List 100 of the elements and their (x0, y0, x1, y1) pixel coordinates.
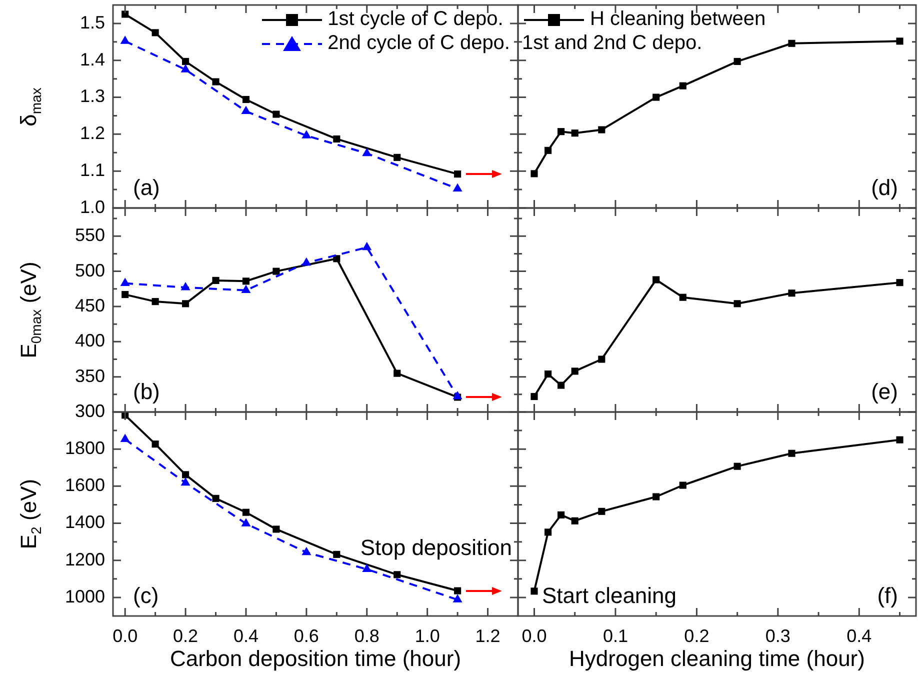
y-tick-label: 1000 (64, 586, 105, 606)
point (272, 526, 280, 533)
point (120, 36, 130, 44)
point (272, 268, 280, 275)
x-tick-label: 0.1 (602, 626, 628, 646)
annotation: (a) (133, 175, 160, 200)
point (241, 518, 251, 526)
point (152, 440, 159, 448)
point (182, 471, 190, 478)
point (679, 82, 686, 90)
point (571, 130, 578, 137)
point (394, 571, 401, 578)
y-tick-label: 400 (74, 330, 105, 351)
y-tick-label: 1.5 (80, 12, 105, 32)
point (571, 368, 578, 375)
point (452, 391, 462, 400)
point (182, 58, 190, 66)
point (530, 588, 538, 595)
point (544, 370, 552, 378)
x-tick-label: 0.3 (765, 626, 790, 646)
point (362, 242, 372, 250)
annotation: Start cleaning (542, 583, 677, 608)
point (896, 436, 904, 444)
point (122, 10, 129, 18)
point (454, 170, 462, 178)
point (788, 290, 796, 297)
x-tick-label: 1.2 (475, 626, 500, 646)
point (180, 282, 190, 290)
point (212, 276, 220, 284)
x-tick-label: 1.0 (414, 626, 440, 646)
point (734, 58, 741, 66)
point (122, 290, 129, 298)
point (152, 298, 159, 306)
point (241, 284, 251, 294)
point (788, 450, 796, 457)
point (558, 128, 565, 136)
point (896, 279, 904, 286)
point (734, 462, 741, 470)
point (180, 64, 190, 72)
annotation: (e) (871, 379, 898, 404)
y-tick-label: 500 (74, 260, 105, 280)
point (896, 38, 904, 45)
point (679, 294, 686, 301)
point (362, 564, 372, 572)
annotation: (f) (877, 583, 898, 608)
x-tick-label: 0.8 (354, 626, 380, 646)
legend-label: H cleaning between 1st and 2nd C depo. (522, 8, 766, 54)
point (182, 300, 190, 308)
point (394, 154, 401, 161)
annotation: (c) (133, 583, 159, 608)
x-tick-label: 0.0 (522, 626, 547, 646)
annotation: (b) (133, 379, 160, 404)
x-tick-label: 0.4 (846, 626, 872, 646)
legend-label: 2nd cycle of C depo. (328, 32, 510, 54)
y-tick-label: 1.4 (80, 49, 105, 70)
point (530, 392, 538, 400)
point (734, 300, 741, 308)
point (302, 130, 312, 138)
point (530, 170, 538, 178)
x-tick-label: 0.2 (173, 626, 198, 646)
point (558, 382, 565, 389)
point (302, 257, 312, 266)
legend-label: 1st cycle of C depo. (328, 8, 504, 30)
x-tick-label: 0.6 (294, 626, 319, 646)
x-tick-label: 0.0 (112, 626, 138, 646)
point (362, 148, 372, 156)
point (272, 110, 280, 118)
y-tick-label: 1800 (64, 438, 105, 458)
point (302, 546, 312, 556)
annotation: Stop deposition (360, 535, 512, 560)
y-tick-label: 1.0 (80, 196, 105, 217)
point (679, 482, 686, 489)
point (333, 550, 340, 558)
y-tick-label: 1200 (64, 549, 105, 570)
x-axis-title: Carbon deposition time (hour) (170, 646, 462, 671)
point (571, 517, 578, 524)
y-tick-label: 550 (74, 225, 105, 246)
point (558, 511, 565, 518)
point (652, 94, 660, 101)
point (598, 356, 606, 363)
y-tick-label: 1.3 (80, 86, 105, 106)
point (394, 370, 401, 377)
point (212, 78, 220, 86)
point (180, 477, 190, 486)
point (212, 494, 220, 502)
y-tick-label: 1400 (64, 512, 105, 532)
point (598, 126, 606, 134)
point (652, 276, 660, 284)
y-tick-label: 1.1 (80, 160, 105, 180)
point (120, 434, 130, 442)
point (544, 146, 552, 154)
y-tick-label: 1600 (64, 475, 105, 496)
y-tick-label: 300 (74, 400, 105, 421)
x-tick-label: 0.2 (684, 626, 710, 646)
point (544, 528, 552, 536)
point (598, 508, 606, 515)
y-tick-label: 1.2 (80, 123, 105, 144)
point (242, 508, 250, 516)
x-axis-title: Hydrogen cleaning time (hour) (569, 646, 865, 671)
point (788, 40, 796, 47)
